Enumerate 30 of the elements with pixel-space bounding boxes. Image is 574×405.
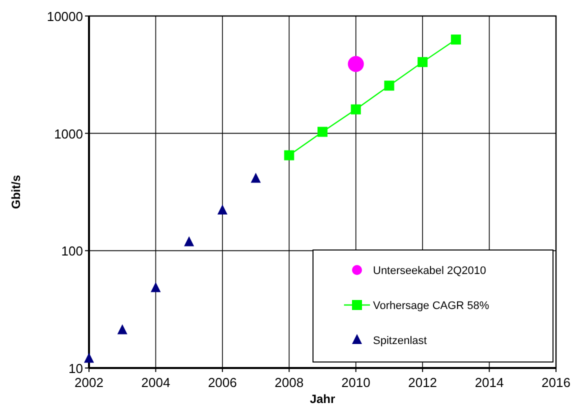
- point: [84, 352, 94, 363]
- point: [150, 282, 161, 292]
- y-axis-title: Gbit/s: [9, 174, 23, 210]
- point: [350, 104, 361, 114]
- x-tick-label: 2016: [542, 375, 570, 390]
- point: [117, 324, 128, 334]
- x-tick-label: 2014: [474, 375, 504, 390]
- x-tick-label: 2010: [341, 375, 370, 390]
- y-tick-label: 100: [61, 244, 83, 259]
- x-tick-label: 2004: [141, 375, 170, 390]
- y-tick-label: 10: [68, 361, 83, 376]
- x-tick-label: 2012: [408, 375, 438, 390]
- y-tick-label: 1000: [54, 126, 83, 142]
- legend-label: Spitzenlast: [373, 335, 427, 347]
- x-tick-label: 2008: [274, 375, 304, 390]
- point: [217, 204, 228, 214]
- x-axis-title: Jahr: [310, 392, 336, 405]
- legend-label: Unterseekabel 2Q2010: [373, 265, 486, 277]
- point: [284, 150, 294, 160]
- point: [184, 236, 194, 246]
- point: [348, 56, 364, 72]
- legend-label: Vorhersage CAGR 58%: [373, 300, 490, 312]
- x-tick-label: 2006: [208, 375, 237, 390]
- point: [384, 80, 394, 91]
- point: [418, 57, 428, 68]
- x-tick-label: 2002: [74, 375, 104, 390]
- point: [250, 172, 261, 183]
- y-tick-label: 10000: [46, 9, 83, 24]
- point: [450, 34, 461, 45]
- point: [318, 126, 328, 137]
